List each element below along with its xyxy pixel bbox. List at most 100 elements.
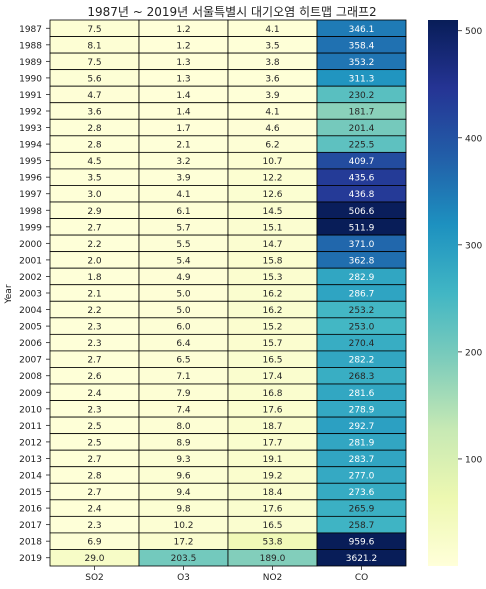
cell-value-label: 292.7	[349, 422, 375, 432]
cell-value-label: 278.9	[349, 405, 375, 415]
cell-value-label: 201.4	[349, 124, 375, 134]
row-tick-label: 2007	[19, 356, 42, 366]
colorbar-tick-label: 500	[465, 27, 482, 37]
cell-value-label: 15.2	[262, 323, 282, 333]
cell-value-label: 9.6	[176, 472, 191, 482]
cell-value-label: 6.5	[176, 356, 190, 366]
cell-value-label: 362.8	[349, 256, 375, 266]
cell-value-label: 4.1	[176, 190, 190, 200]
cell-value-label: 6.9	[87, 538, 102, 548]
cell-value-label: 283.7	[349, 455, 375, 465]
cell-value-label: 4.1	[265, 25, 279, 35]
cell-value-label: 225.5	[349, 141, 375, 151]
cell-value-label: 1.2	[176, 25, 190, 35]
cell-value-label: 2.7	[87, 356, 101, 366]
row-tick-label: 2001	[19, 256, 42, 266]
cell-value-label: 5.4	[176, 256, 191, 266]
cell-value-label: 3.5	[265, 41, 279, 51]
cell-value-label: 6.0	[176, 323, 191, 333]
cell-value-label: 282.2	[349, 356, 375, 366]
row-tick-label: 1995	[19, 157, 42, 167]
cell-value-label: 9.4	[176, 488, 191, 498]
row-tick-label: 2004	[19, 306, 42, 316]
cell-value-label: 5.0	[176, 306, 191, 316]
cell-value-label: 230.2	[349, 91, 375, 101]
cell-value-label: 2.5	[87, 422, 101, 432]
cell-value-label: 2.3	[87, 323, 101, 333]
colorbar	[428, 20, 458, 566]
cell-value-label: 2.1	[87, 290, 101, 300]
cell-value-label: 3.2	[176, 157, 190, 167]
cell-value-label: 2.3	[87, 339, 101, 349]
cell-value-label: 2.7	[87, 488, 101, 498]
row-tick-label: 2009	[19, 389, 42, 399]
cell-value-label: 16.2	[262, 306, 282, 316]
colorbar-tick-label: 300	[465, 241, 482, 251]
row-tick-label: 2019	[19, 554, 42, 564]
cell-value-label: 371.0	[349, 240, 375, 250]
cell-value-label: 8.0	[176, 422, 191, 432]
cell-value-label: 16.5	[262, 356, 282, 366]
row-tick-label: 2008	[19, 372, 42, 382]
cell-value-label: 2.4	[87, 389, 102, 399]
cell-value-label: 15.7	[262, 339, 282, 349]
row-labels: 1987 1988 1989 1990 1991 1992 1993 1994 1995 1996…	[19, 25, 50, 564]
row-tick-label: 1988	[19, 41, 42, 51]
cell-value-label: 2.9	[87, 207, 102, 217]
row-tick-label: 2017	[19, 521, 42, 531]
cell-value-label: 286.7	[349, 290, 375, 300]
cell-value-label: 511.9	[349, 223, 375, 233]
row-tick-label: 2000	[19, 240, 42, 250]
column-tick-label: O3	[177, 573, 190, 583]
row-tick-label: 2002	[19, 273, 42, 283]
colorbar-tick-label: 400	[465, 134, 482, 144]
cell-value-label: 2.3	[87, 405, 101, 415]
cell-value-label: 4.7	[87, 91, 101, 101]
cell-value-label: 281.9	[349, 438, 375, 448]
chart-title: 1987년 ~ 2019년 서울특별시 대기오염 히트맵 그래프2	[87, 5, 376, 19]
cell-value-label: 53.8	[262, 538, 282, 548]
cell-value-label: 5.7	[176, 223, 190, 233]
cell-value-label: 19.1	[262, 455, 282, 465]
cell-value-label: 5.5	[176, 240, 190, 250]
cell-value-label: 16.2	[262, 290, 282, 300]
cell-value-label: 346.1	[349, 25, 375, 35]
cell-value-label: 7.4	[176, 405, 191, 415]
cell-value-label: 17.6	[262, 405, 282, 415]
row-tick-label: 2013	[19, 455, 42, 465]
cell-value-label: 4.9	[176, 273, 191, 283]
cell-value-label: 203.5	[171, 554, 197, 564]
cell-value-label: 258.7	[349, 521, 375, 531]
cell-value-label: 12.2	[262, 174, 282, 184]
cell-value-label: 2.1	[176, 141, 190, 151]
row-tick-label: 2018	[19, 538, 42, 548]
cell-value-label: 1.4	[176, 91, 191, 101]
cell-value-label: 9.3	[176, 455, 190, 465]
cell-value-label: 2.0	[87, 256, 102, 266]
cell-value-label: 15.8	[262, 256, 282, 266]
row-tick-label: 1992	[19, 108, 42, 118]
row-tick-label: 1996	[19, 174, 42, 184]
cell-value-label: 1.2	[176, 41, 190, 51]
cell-value-label: 3621.2	[346, 554, 378, 564]
cell-value-label: 3.9	[265, 91, 280, 101]
row-tick-label: 1987	[19, 25, 42, 35]
cell-value-label: 8.9	[176, 438, 191, 448]
cell-value-label: 4.5	[87, 157, 101, 167]
column-tick-label: CO	[355, 573, 368, 583]
cell-value-label: 253.2	[349, 306, 375, 316]
cell-value-label: 3.0	[87, 190, 102, 200]
row-tick-label: 1994	[19, 141, 42, 151]
cell-value-label: 435.6	[349, 174, 375, 184]
cell-value-label: 270.4	[349, 339, 375, 349]
cell-value-label: 2.8	[87, 141, 102, 151]
cell-value-label: 16.8	[262, 389, 282, 399]
cell-value-label: 1.8	[87, 273, 102, 283]
colorbar-ticks: 100 200 300 400 500	[458, 27, 482, 465]
cell-value-label: 8.1	[87, 41, 101, 51]
cell-value-label: 4.6	[265, 124, 280, 134]
row-tick-label: 1990	[19, 74, 42, 84]
cell-value-label: 2.3	[87, 521, 101, 531]
cell-value-label: 506.6	[349, 207, 375, 217]
